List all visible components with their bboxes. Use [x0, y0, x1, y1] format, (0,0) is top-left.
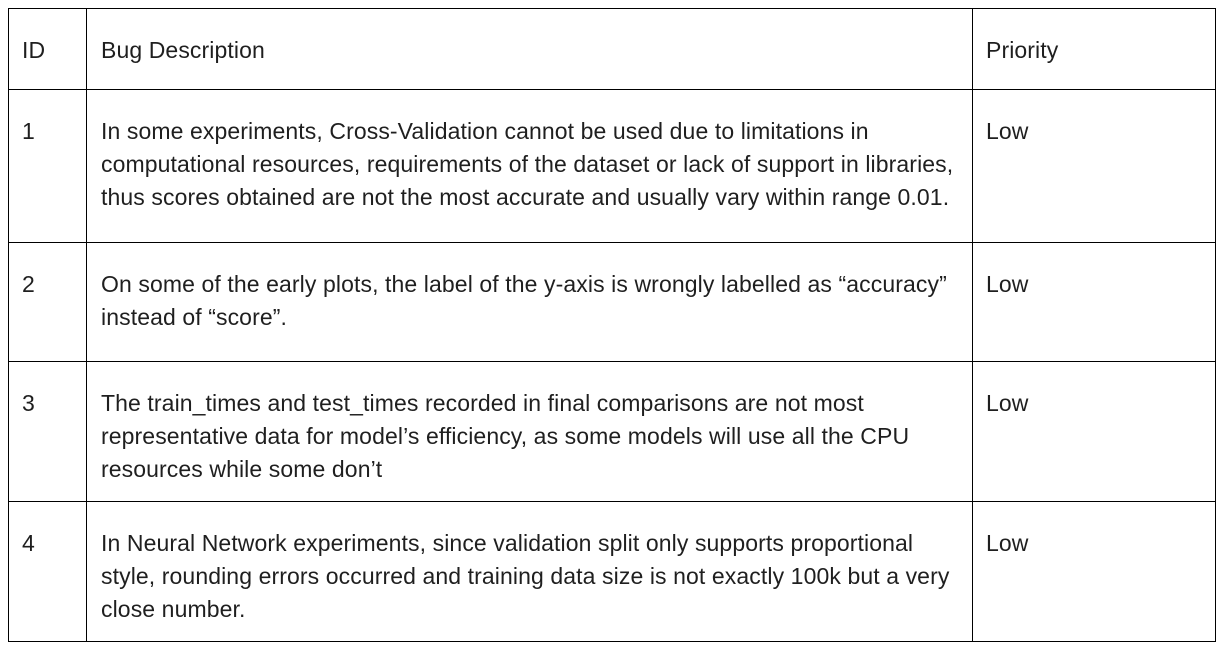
cell-priority: Low	[972, 242, 1216, 362]
bug-priority: Low	[986, 390, 1029, 416]
header-cell-id: ID	[8, 8, 87, 90]
bug-priority: Low	[986, 118, 1029, 144]
cell-id: 2	[8, 242, 87, 362]
table-row: 1 In some experiments, Cross-Validation …	[8, 89, 1216, 243]
bug-id: 2	[22, 271, 35, 297]
bug-description: In Neural Network experiments, since val…	[101, 530, 950, 622]
header-id-label: ID	[22, 37, 46, 63]
cell-description: In some experiments, Cross-Validation ca…	[86, 89, 973, 243]
cell-id: 1	[8, 89, 87, 243]
table-row: 3 The train_times and test_times recorde…	[8, 361, 1216, 502]
bug-description: On some of the early plots, the label of…	[101, 271, 947, 330]
bug-table: ID Bug Description Priority 1 In some ex…	[8, 8, 1216, 642]
header-description-label: Bug Description	[101, 37, 265, 63]
table-header-row: ID Bug Description Priority	[8, 8, 1216, 90]
cell-description: On some of the early plots, the label of…	[86, 242, 973, 362]
cell-description: The train_times and test_times recorded …	[86, 361, 973, 502]
header-cell-description: Bug Description	[86, 8, 973, 90]
table-row: 4 In Neural Network experiments, since v…	[8, 501, 1216, 642]
bug-id: 1	[22, 118, 35, 144]
cell-id: 3	[8, 361, 87, 502]
cell-id: 4	[8, 501, 87, 642]
cell-description: In Neural Network experiments, since val…	[86, 501, 973, 642]
cell-priority: Low	[972, 501, 1216, 642]
header-priority-label: Priority	[986, 37, 1059, 63]
bug-description: In some experiments, Cross-Validation ca…	[101, 118, 954, 210]
bug-priority: Low	[986, 271, 1029, 297]
cell-priority: Low	[972, 361, 1216, 502]
bug-id: 3	[22, 390, 35, 416]
table-row: 2 On some of the early plots, the label …	[8, 242, 1216, 362]
header-cell-priority: Priority	[972, 8, 1216, 90]
bug-id: 4	[22, 530, 35, 556]
bug-priority: Low	[986, 530, 1029, 556]
cell-priority: Low	[972, 89, 1216, 243]
bug-description: The train_times and test_times recorded …	[101, 390, 910, 482]
